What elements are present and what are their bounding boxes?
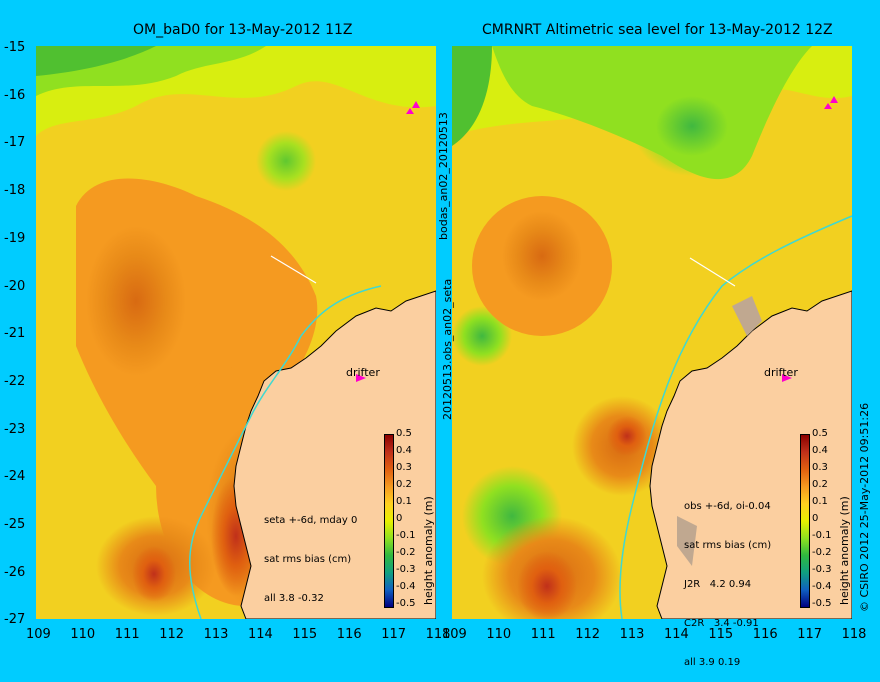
- left-panel-title: OM_baD0 for 13-May-2012 11Z: [133, 22, 353, 38]
- right-map-panel: [452, 46, 852, 619]
- lat-tick-label: -17: [4, 135, 26, 151]
- left-contour-map: [36, 46, 436, 619]
- lon-tick-label: 111: [530, 627, 556, 642]
- colorbar-tick-label: -0.4: [396, 581, 416, 592]
- left-map-panel: [36, 46, 436, 619]
- right-info-line-2: sat rms bias (cm): [684, 540, 772, 551]
- lat-tick-label: -19: [4, 230, 26, 246]
- lon-tick-label: 118: [425, 627, 451, 642]
- left-colorbar-label: height anomaly (m): [422, 496, 435, 605]
- lon-tick-label: 116: [336, 627, 362, 642]
- right-info-line-4: C2R 3.4 -0.91: [684, 618, 759, 629]
- colorbar-tick-label: -0.2: [396, 547, 416, 558]
- right-info-line-5: all 3.9 0.19: [684, 657, 741, 668]
- left-info-box: seta +-6d, mday 0 sat rms bias (cm) all …: [264, 488, 357, 618]
- lon-tick-label: 111: [114, 627, 140, 642]
- lat-tick-label: -20: [4, 278, 26, 294]
- colorbar-tick-label: -0.1: [396, 530, 416, 541]
- lon-tick-label: 118: [841, 627, 867, 642]
- right-info-line-3: J2R 4.2 0.94: [684, 579, 752, 590]
- colorbar-tick-label: 0.3: [812, 462, 828, 473]
- right-drifter-label: drifter: [764, 366, 798, 379]
- lon-tick-label: 110: [70, 627, 96, 642]
- colorbar-tick-label: 0.3: [396, 462, 412, 473]
- colorbar-tick-label: 0.4: [812, 445, 828, 456]
- colorbar-tick-label: -0.5: [396, 598, 416, 609]
- right-panel-title: CMRNRT Altimetric sea level for 13-May-2…: [482, 22, 833, 38]
- lon-tick-label: 109: [442, 627, 467, 642]
- lon-tick-label: 109: [26, 627, 51, 642]
- colorbar-tick-label: 0.5: [812, 428, 828, 439]
- colorbar-tick-label: -0.3: [812, 564, 832, 575]
- lat-tick-label: -23: [4, 421, 26, 437]
- lat-tick-label: -18: [4, 183, 26, 199]
- colorbar-tick-label: -0.2: [812, 547, 832, 558]
- colorbar-tick-label: 0.2: [396, 479, 412, 490]
- lat-tick-label: -21: [4, 326, 26, 342]
- lon-tick-label: 113: [203, 627, 229, 642]
- right-contour-map: [452, 46, 852, 619]
- lon-tick-label: 114: [248, 627, 273, 642]
- colorbar-tick-label: 0.2: [812, 479, 828, 490]
- colorbar-tick-label: 0.1: [812, 496, 828, 507]
- right-colorbar: [800, 434, 810, 608]
- colorbar-tick-label: 0.4: [396, 445, 412, 456]
- lat-tick-label: -25: [4, 517, 26, 532]
- lon-tick-label: 110: [486, 627, 512, 642]
- lat-tick-label: -24: [4, 469, 26, 485]
- right-side-label: 20120513.obs_an02_seta: [441, 278, 454, 420]
- lon-tick-label: 113: [619, 627, 645, 642]
- left-info-line-1: seta +-6d, mday 0: [264, 515, 358, 526]
- left-drifter-label: drifter: [346, 366, 380, 379]
- colorbar-tick-label: 0.1: [396, 496, 412, 507]
- lat-tick-label: -27: [4, 612, 26, 628]
- right-colorbar-label: height anomaly (m): [838, 496, 851, 605]
- lat-tick-label: -15: [4, 40, 26, 55]
- lon-tick-label: 117: [381, 627, 407, 642]
- lat-tick-label: -16: [4, 87, 26, 103]
- right-info-line-1: obs +-6d, oi-0.04: [684, 501, 771, 512]
- lat-tick-label: -26: [4, 564, 26, 580]
- lon-tick-label: 117: [797, 627, 823, 642]
- left-colorbar: [384, 434, 394, 608]
- left-info-line-3: all 3.8 -0.32: [264, 593, 324, 604]
- lat-tick-label: -22: [4, 373, 26, 389]
- right-info-box: obs +-6d, oi-0.04 sat rms bias (cm) J2R …: [684, 474, 771, 682]
- colorbar-tick-label: -0.1: [812, 530, 832, 541]
- colorbar-tick-label: 0.5: [396, 428, 412, 439]
- colorbar-tick-label: 0: [812, 513, 819, 524]
- lon-tick-label: 112: [575, 627, 601, 642]
- left-info-line-2: sat rms bias (cm): [264, 554, 352, 565]
- colorbar-tick-label: -0.4: [812, 581, 832, 592]
- colorbar-tick-label: -0.3: [396, 564, 416, 575]
- lon-tick-label: 116: [752, 627, 778, 642]
- colorbar-tick-label: 0: [396, 513, 403, 524]
- colorbar-tick-label: -0.5: [812, 598, 832, 609]
- lon-tick-label: 115: [708, 627, 734, 642]
- lon-tick-label: 115: [292, 627, 318, 642]
- left-side-label: bodas_an02_20120513: [437, 112, 450, 240]
- lon-tick-label: 114: [664, 627, 689, 642]
- lon-tick-label: 112: [159, 627, 185, 642]
- copyright-label: © CSIRO 2012 25-May-2012 09:51:26: [858, 402, 871, 612]
